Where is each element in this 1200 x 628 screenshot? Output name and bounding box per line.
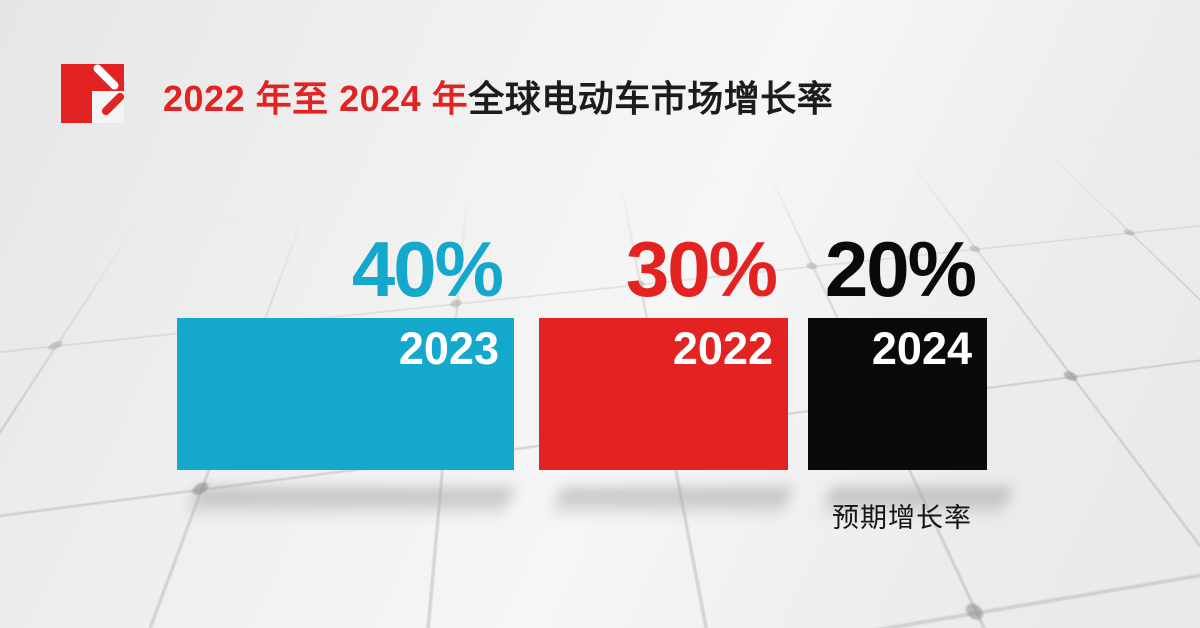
bar-shadow-2022 [552,488,792,515]
page-title: 2022 年至 2024 年全球电动车市场增长率 [163,70,833,122]
value-label-2023: 40% [351,225,504,313]
brand-logo [61,62,126,123]
value-label-2024: 20% [824,225,977,313]
year-label-2024: 2024 [871,323,972,374]
bar-shadow-2023 [188,488,514,515]
bar-2023: 2023 [177,318,514,470]
page-title-rest: 全球电动车市场增长率 [468,78,834,119]
value-label-2022: 30% [625,225,778,313]
bar-2022: 2022 [539,318,788,470]
page-title-highlight: 2022 年至 2024 年 [163,78,469,119]
bar-group-2024: 20% 2024 [808,230,987,470]
year-label-2023: 2023 [398,323,499,374]
bar-group-2022: 30% 2022 [539,230,788,470]
perspective-grid-background [0,0,1200,279]
annotation-expected-growth: 预期增长率 [832,503,972,533]
year-label-2022: 2022 [672,323,773,374]
bar-2024: 2024 [808,318,987,470]
bar-group-2023: 40% 2023 [177,230,514,470]
